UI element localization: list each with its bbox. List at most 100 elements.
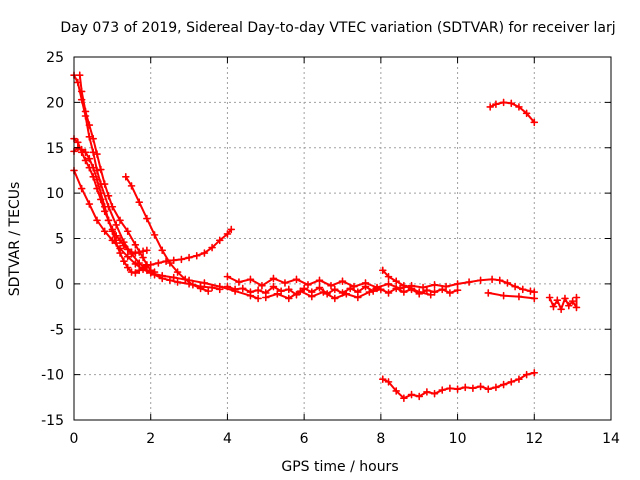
data-point: [515, 292, 523, 301]
data-point: [215, 282, 224, 291]
data-point: [484, 289, 493, 297]
data-point: [308, 292, 316, 301]
y-tick-label: -5: [50, 322, 64, 338]
y-tick-label: 10: [46, 186, 64, 202]
data-point: [530, 118, 539, 127]
data-point: [304, 280, 312, 289]
data-point: [446, 289, 454, 297]
y-tick-label: 5: [55, 232, 64, 248]
x-tick-label: 2: [146, 431, 155, 447]
data-point: [530, 369, 539, 377]
data-point: [300, 284, 308, 293]
data-point: [269, 274, 278, 283]
data-point: [100, 202, 109, 211]
data-point: [488, 275, 496, 284]
data-point: [438, 285, 447, 294]
data-point: [277, 287, 285, 295]
data-point: [465, 278, 473, 286]
series-line: [487, 291, 536, 300]
data-point: [200, 249, 209, 257]
data-point: [108, 227, 117, 236]
data-point: [572, 293, 581, 302]
data-point: [120, 257, 128, 265]
x-tick-label: 4: [223, 431, 232, 447]
data-point: [123, 263, 132, 272]
data-point: [89, 148, 97, 157]
data-point: [568, 297, 577, 305]
series-line: [73, 146, 233, 274]
data-point: [561, 294, 569, 303]
data-point: [331, 294, 339, 303]
data-point: [131, 260, 140, 268]
data-point: [315, 283, 324, 292]
data-point: [89, 134, 97, 143]
data-point: [223, 282, 232, 291]
series-arc-6: [121, 172, 213, 295]
data-point: [522, 370, 531, 379]
data-point: [327, 281, 335, 290]
data-point: [85, 154, 94, 163]
series-line: [124, 175, 210, 293]
data-point: [77, 145, 86, 154]
data-point: [97, 189, 105, 197]
data-point: [515, 103, 523, 111]
data-point: [400, 394, 408, 403]
data-point: [235, 278, 243, 286]
data-point: [507, 99, 516, 108]
data-point: [315, 276, 324, 285]
series-arc-3: [70, 143, 236, 277]
x-tick-label: 14: [602, 431, 620, 447]
data-point: [545, 293, 554, 302]
data-point: [515, 375, 523, 383]
data-point: [108, 236, 117, 245]
data-point: [173, 278, 182, 286]
data-point: [146, 266, 155, 275]
y-tick-label: 25: [46, 50, 64, 66]
data-point: [430, 280, 439, 289]
data-point: [154, 259, 163, 267]
data-point: [150, 268, 159, 276]
data-point: [549, 302, 558, 311]
data-point: [127, 248, 136, 256]
data-point: [93, 175, 101, 184]
data-point: [215, 236, 224, 245]
data-point: [430, 288, 439, 296]
series-arc-12: [378, 369, 539, 403]
data-point: [177, 255, 186, 264]
data-point: [131, 241, 140, 249]
data-point: [135, 198, 144, 206]
data-point: [553, 296, 562, 305]
data-point: [131, 249, 140, 257]
grid: [74, 57, 611, 420]
data-point: [116, 244, 124, 253]
data-point: [378, 266, 387, 275]
data-point: [77, 87, 86, 96]
x-tick-label: 12: [525, 431, 543, 447]
data-point: [85, 200, 94, 208]
data-point: [143, 214, 151, 223]
x-tick-label: 0: [70, 431, 79, 447]
y-axis-label: SDTVAR / TECUs: [7, 182, 23, 297]
data-point: [131, 269, 140, 277]
axis-ticks: [73, 56, 612, 421]
data-point: [81, 148, 90, 157]
data-point: [231, 285, 239, 294]
data-point: [392, 277, 400, 285]
data-point: [204, 287, 213, 295]
data-point: [361, 279, 370, 287]
data-point: [319, 288, 328, 296]
data-point: [384, 289, 393, 297]
series-arc-14: [545, 293, 581, 314]
data-point: [246, 275, 255, 284]
data-point: [423, 388, 431, 396]
data-point: [296, 287, 305, 295]
data-point: [522, 109, 531, 118]
data-point: [135, 259, 144, 267]
data-point: [476, 276, 485, 285]
data-point: [173, 268, 182, 276]
data-point: [331, 285, 339, 294]
data-point: [486, 103, 494, 111]
data-point: [419, 283, 427, 292]
data-point: [446, 384, 454, 393]
data-point: [400, 288, 408, 296]
